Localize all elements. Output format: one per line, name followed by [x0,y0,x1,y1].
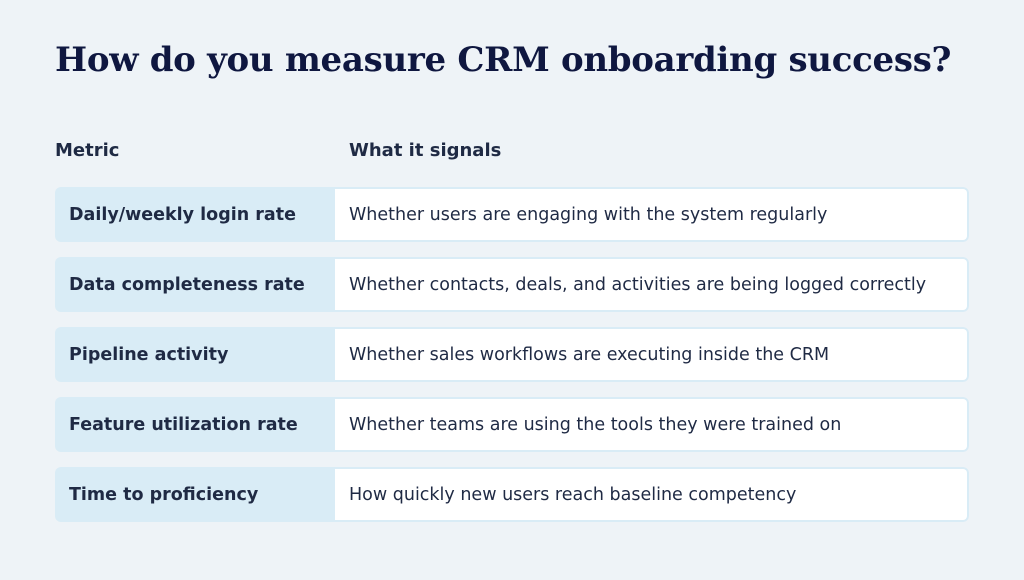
signal-cell: Whether teams are using the tools they w… [335,397,969,452]
column-header-signal: What it signals [349,140,502,161]
metric-cell: Data completeness rate [55,257,335,312]
signal-cell: Whether users are engaging with the syst… [335,187,969,242]
table-row: Feature utilization rate Whether teams a… [55,397,969,452]
table-row: Data completeness rate Whether contacts,… [55,257,969,312]
metrics-table: Daily/weekly login rate Whether users ar… [55,187,969,537]
table-row: Time to proficiency How quickly new user… [55,467,969,522]
metric-cell: Time to proficiency [55,467,335,522]
table-row: Daily/weekly login rate Whether users ar… [55,187,969,242]
signal-cell: How quickly new users reach baseline com… [335,467,969,522]
metric-cell: Feature utilization rate [55,397,335,452]
metric-cell: Pipeline activity [55,327,335,382]
metric-cell: Daily/weekly login rate [55,187,335,242]
signal-cell: Whether sales workflows are executing in… [335,327,969,382]
page-title: How do you measure CRM onboarding succes… [55,40,952,80]
table-row: Pipeline activity Whether sales workflow… [55,327,969,382]
signal-cell: Whether contacts, deals, and activities … [335,257,969,312]
column-header-metric: Metric [55,140,120,161]
